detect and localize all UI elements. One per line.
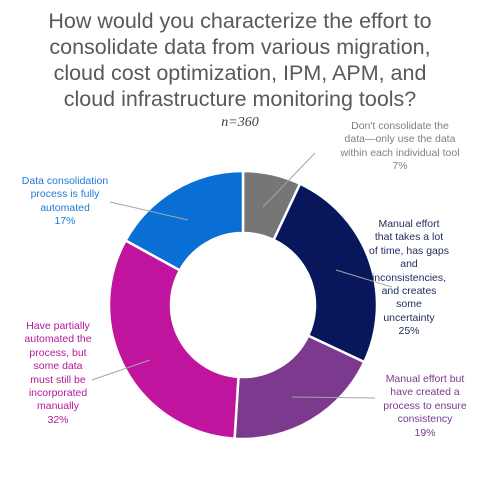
- slice-label-line: Data consolidation: [21, 175, 109, 187]
- chart-title: How would you characterize the effort to…: [48, 9, 432, 111]
- slice-label-line: within each individual tool: [340, 146, 460, 159]
- leader-line: [91, 359, 151, 381]
- chart-subtitle: n=360: [221, 115, 259, 130]
- slice-label: Manual effort but have created a process t…: [365, 373, 480, 440]
- slice-label-line: inconsistencies,: [371, 271, 447, 284]
- slice-label-line: consistency: [397, 413, 453, 426]
- slice-label-line: and: [400, 258, 418, 271]
- slice-label: Manual effort that takes a lot of time, ha…: [349, 218, 469, 339]
- slice-label-line: Manual effort: [378, 218, 440, 230]
- slice-label-line: must still be: [30, 373, 86, 386]
- slice-label-line: Don't consolidate the: [351, 120, 449, 132]
- slice-label: Have partially automated the process, but s…: [3, 320, 113, 427]
- slice-label-line: process is fully: [30, 188, 100, 201]
- slice-label-line: have created a: [390, 386, 460, 399]
- slice-label-line: process to ensure: [383, 399, 467, 412]
- slice-label-line: and creates: [381, 285, 437, 298]
- slice-percent: 17%: [54, 215, 76, 228]
- slice-percent: 25%: [398, 325, 420, 338]
- slice-label-line: process, but: [29, 346, 87, 359]
- slice-percent: 7%: [392, 160, 408, 173]
- donut-slice: [107, 238, 240, 441]
- slice-percent: 32%: [47, 413, 69, 426]
- slice-label-line: of time, has gaps: [369, 244, 449, 257]
- slice-label-line: manually: [36, 400, 80, 413]
- slice-label-line: Manual effort but: [385, 373, 465, 385]
- leader-line: [262, 152, 316, 208]
- slice-label-line: incorporated: [28, 387, 88, 400]
- slice-percent: 19%: [414, 426, 436, 439]
- slice-label: Data consolidation process is fully automa…: [5, 175, 125, 229]
- slice-label-line: uncertainty: [383, 311, 435, 324]
- leader-line: [335, 269, 393, 288]
- slice-label-line: automated: [40, 201, 90, 214]
- slice-label-line: some data: [33, 360, 83, 373]
- slice-label-line: Have partially: [26, 320, 90, 332]
- leader-line: [291, 396, 376, 399]
- donut-slice: [271, 182, 379, 364]
- slice-label-line: some: [396, 298, 422, 311]
- slice-label: Don't consolidate the data—only use the d…: [315, 120, 480, 174]
- leader-line: [109, 201, 189, 221]
- donut-slice: [123, 169, 245, 273]
- slice-label-line: automated the: [24, 333, 92, 346]
- slice-label-line: data—only use the data: [344, 133, 456, 146]
- slice-label-line: that takes a lot: [374, 231, 444, 244]
